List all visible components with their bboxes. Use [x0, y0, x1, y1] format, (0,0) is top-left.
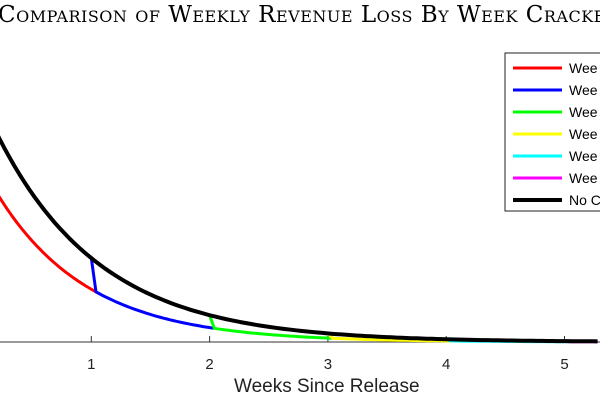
- x-tick-label: 1: [87, 356, 95, 373]
- legend-entry-label: Wee: [569, 148, 598, 164]
- x-tick-label: 3: [324, 356, 332, 373]
- x-tick-label: 4: [442, 356, 450, 373]
- legend-box: [504, 52, 600, 212]
- series-line-1: [0, 195, 97, 294]
- legend-entry-label: Wee: [569, 126, 598, 142]
- legend-entry-label: Wee: [569, 60, 598, 76]
- x-tick-label: 5: [560, 356, 568, 373]
- x-tick-label: 2: [205, 356, 213, 373]
- x-axis-label: Weeks Since Release: [234, 376, 420, 397]
- series-line-baseline: [0, 135, 598, 344]
- legend-entry-label: No C: [569, 192, 600, 208]
- plot-area: 1 2 3 4 5: [0, 135, 600, 373]
- legend: Wee Wee Wee Wee Wee Wee No C: [504, 52, 600, 212]
- chart-title: Comparison of Weekly Revenue Loss By Wee…: [0, 2, 600, 28]
- series-line-3: [208, 314, 333, 340]
- series-line-2: [89, 257, 215, 330]
- legend-entry-label: Wee: [569, 104, 598, 120]
- legend-entry-label: Wee: [569, 82, 598, 98]
- legend-entry-label: Wee: [569, 170, 598, 186]
